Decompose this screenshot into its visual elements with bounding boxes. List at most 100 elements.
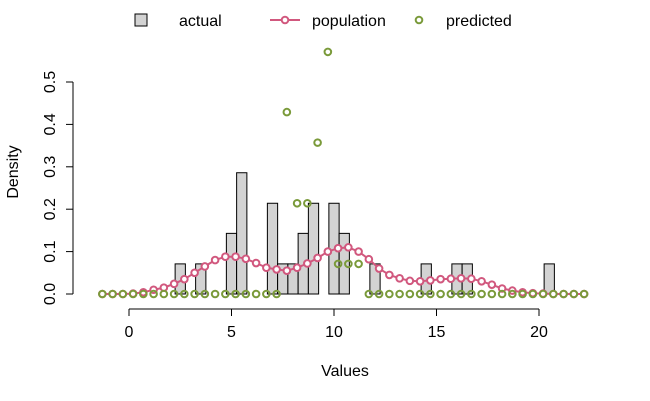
- predicted-point: [180, 289, 189, 299]
- y-axis: 0.0 0.1 0.2 0.3 0.4 0.5: [42, 71, 74, 305]
- predicted-point: [497, 289, 507, 299]
- y-tick-label: 0.0: [42, 283, 59, 305]
- population-point: [405, 276, 415, 286]
- predicted-point: [374, 289, 384, 299]
- population-point: [426, 276, 435, 285]
- predicted-point: [344, 259, 353, 269]
- predicted-point: [272, 289, 281, 299]
- predicted-point: [231, 289, 240, 299]
- predicted-point: [159, 289, 169, 299]
- predicted-point: [426, 289, 435, 299]
- predicted-point: [200, 289, 210, 299]
- predicted-point: [518, 289, 527, 299]
- predicted-point: [149, 289, 158, 299]
- population-point: [354, 247, 363, 256]
- population-point: [436, 274, 445, 284]
- y-tick-label: 0.3: [42, 156, 59, 178]
- predicted-point: [139, 289, 148, 299]
- legend-label: population: [312, 13, 386, 30]
- population-point: [241, 254, 251, 264]
- y-tick-label: 0.4: [42, 113, 59, 135]
- population-point: [190, 268, 199, 278]
- legend-label: predicted: [446, 13, 512, 30]
- predicted-point: [549, 289, 558, 299]
- population-point: [200, 262, 210, 271]
- population-point: [303, 259, 312, 268]
- legend-swatch-marker: [280, 15, 290, 25]
- predicted-point: [467, 289, 476, 299]
- predicted-point: [477, 289, 486, 299]
- population-point: [169, 279, 179, 289]
- population-point: [446, 274, 456, 284]
- predicted-point: [385, 289, 394, 299]
- population-point: [344, 243, 353, 252]
- y-tick-label: 0.1: [42, 240, 59, 262]
- predicted-point: [405, 289, 415, 299]
- legend: actual population predicted: [134, 13, 512, 30]
- population-point: [272, 265, 281, 274]
- population-point: [210, 255, 220, 265]
- predicted-point: [456, 289, 466, 299]
- predicted-point: [323, 47, 333, 57]
- legend-swatch-predicted: [414, 15, 424, 25]
- population-point: [385, 270, 394, 280]
- x-tick-label: 15: [428, 324, 446, 341]
- population-point: [456, 274, 466, 283]
- actual-bar: [307, 202, 320, 295]
- x-axis-label: Values: [321, 363, 369, 380]
- predicted-point: [98, 289, 107, 299]
- predicted-point: [118, 289, 128, 299]
- actual-bar: [266, 202, 279, 295]
- population-point: [323, 247, 333, 256]
- population-point: [292, 263, 302, 273]
- population-point: [221, 252, 230, 261]
- x-tick-label: 0: [125, 324, 134, 341]
- population-point: [415, 276, 425, 286]
- population-point: [262, 263, 271, 273]
- histogram-bars: [174, 172, 555, 295]
- predicted-point: [313, 138, 322, 147]
- predicted-series: [98, 47, 589, 299]
- predicted-point: [528, 289, 538, 299]
- population-point: [364, 254, 374, 264]
- x-tick-label: 10: [325, 324, 343, 341]
- actual-bar: [225, 232, 238, 295]
- x-axis: 0 5 10 15 20: [125, 308, 548, 341]
- predicted-point: [508, 289, 517, 299]
- population-point: [374, 264, 384, 273]
- predicted-point: [395, 289, 404, 299]
- predicted-point: [579, 289, 589, 299]
- predicted-point: [354, 259, 363, 269]
- population-point: [333, 243, 343, 253]
- predicted-point: [569, 289, 579, 299]
- population-point: [467, 274, 476, 284]
- population-point: [477, 276, 486, 286]
- y-axis-label: Density: [5, 145, 22, 198]
- y-tick-label: 0.5: [42, 71, 59, 93]
- actual-bar: [543, 263, 555, 295]
- population-point: [180, 274, 189, 284]
- predicted-point: [436, 289, 445, 299]
- legend-item-actual: actual: [134, 13, 222, 30]
- legend-item-predicted: predicted: [414, 13, 512, 30]
- predicted-point: [292, 198, 302, 208]
- predicted-point: [415, 289, 425, 299]
- actual-bar: [236, 172, 248, 295]
- legend-item-population: population: [270, 13, 386, 30]
- predicted-point: [169, 289, 179, 299]
- predicted-point: [210, 289, 220, 299]
- population-point: [487, 280, 497, 289]
- population-point: [282, 266, 292, 275]
- population-point: [251, 258, 261, 268]
- predicted-point: [487, 289, 497, 299]
- x-tick-label: 5: [227, 324, 236, 341]
- population-point: [231, 252, 240, 261]
- predicted-point: [333, 259, 343, 269]
- predicted-point: [303, 198, 312, 208]
- predicted-point: [364, 289, 374, 299]
- legend-label: actual: [179, 13, 222, 30]
- predicted-point: [221, 289, 230, 299]
- predicted-point: [262, 289, 271, 299]
- predicted-point: [241, 289, 251, 299]
